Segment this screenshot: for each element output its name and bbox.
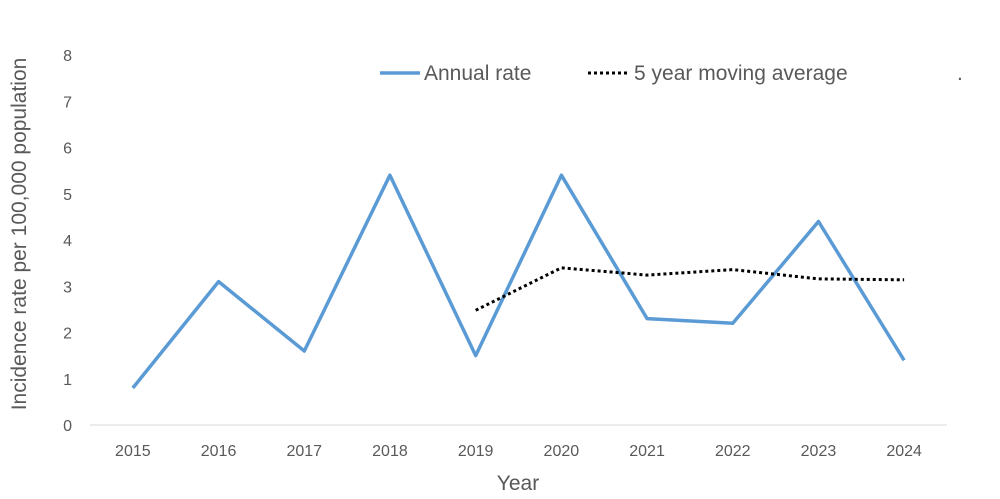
y-axis-ticks: 0 1 2 3 4 5 6 7 8: [63, 48, 72, 435]
y-tick-label: 2: [63, 326, 72, 343]
y-tick-label: 1: [63, 372, 72, 389]
x-axis-title: Year: [497, 472, 539, 495]
y-tick-label: 8: [63, 48, 72, 65]
legend: Annual rate 5 year moving average .: [380, 62, 963, 85]
y-axis-title: Incidence rate per 100,000 population: [8, 58, 31, 411]
y-tick-label: 3: [63, 279, 72, 296]
x-tick-label: 2024: [886, 443, 922, 460]
y-tick-label: 4: [63, 233, 72, 250]
x-tick-label: 2020: [544, 443, 580, 460]
series-layer: [131, 173, 906, 390]
legend-label-moving-average: 5 year moving average: [634, 62, 848, 85]
x-tick-label: 2018: [372, 443, 408, 460]
x-tick-label: 2022: [715, 443, 751, 460]
x-tick-label: 2017: [286, 443, 322, 460]
x-tick-label: 2016: [201, 443, 237, 460]
series-line-annual-rate: [131, 173, 906, 390]
x-tick-label: 2019: [458, 443, 494, 460]
y-tick-label: 5: [63, 187, 72, 204]
series-line-moving-average: [475, 266, 905, 312]
y-tick-label: 6: [63, 141, 72, 158]
x-axis-ticks: 2015 2016 2017 2018 2019 2020 2021 2022 2023 2024: [115, 443, 922, 460]
x-tick-label: 2023: [801, 443, 837, 460]
legend-label-annual-rate: Annual rate: [424, 62, 531, 85]
x-tick-label: 2021: [629, 443, 665, 460]
y-tick-label: 0: [63, 418, 72, 435]
y-tick-label: 7: [63, 94, 72, 111]
x-tick-label: 2015: [115, 443, 151, 460]
legend-trailing-mark: .: [957, 62, 963, 85]
